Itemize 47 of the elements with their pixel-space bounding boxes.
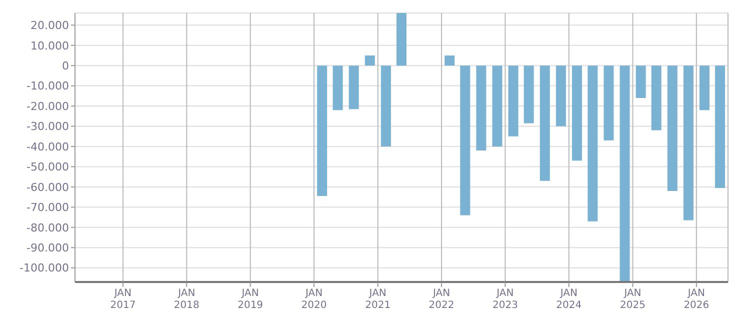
bar — [332, 66, 343, 110]
y-tick-label: 20.000 — [30, 19, 69, 32]
x-tick-label: JAN 2024 — [556, 288, 582, 311]
y-tick-label: -50.000 — [26, 160, 69, 174]
bar — [444, 55, 455, 66]
y-tick-label: -70.000 — [26, 201, 69, 214]
bar — [683, 66, 694, 220]
x-tick-label: JAN 2021 — [365, 288, 391, 311]
x-tick-label: JAN 2025 — [620, 288, 646, 311]
bar — [492, 66, 502, 146]
bar — [476, 66, 486, 151]
x-tick-label: JAN 2020 — [301, 288, 327, 311]
x-tick-label: JAN 2019 — [238, 288, 264, 311]
bar — [540, 66, 550, 181]
x-tick-label: JAN 2022 — [428, 288, 454, 311]
y-tick-label: -30.000 — [26, 120, 69, 134]
y-tick-label: -60.000 — [26, 180, 69, 194]
y-tick-label: -90.000 — [26, 242, 69, 255]
bar — [348, 66, 359, 110]
bar — [556, 66, 566, 126]
y-tick-label: -40.000 — [26, 140, 69, 154]
x-tick-label: JAN 2023 — [492, 288, 518, 311]
bar — [588, 66, 598, 222]
bar — [636, 66, 646, 98]
bar — [364, 55, 375, 66]
bar — [460, 66, 470, 216]
y-tick-label: -20.000 — [26, 100, 69, 113]
y-tick-label: 10.000 — [30, 39, 69, 52]
bar — [572, 66, 582, 161]
y-tick-label: -100.000 — [20, 262, 69, 275]
bar — [715, 66, 726, 188]
y-tick-label: -80.000 — [26, 221, 69, 234]
bar — [317, 66, 328, 196]
bar — [396, 13, 406, 66]
x-tick-label: JAN 2018 — [174, 288, 200, 311]
bar — [667, 66, 678, 191]
bar — [380, 66, 391, 146]
x-tick-label: JAN 2026 — [684, 288, 710, 311]
bar — [524, 66, 534, 124]
bar — [620, 66, 630, 282]
bar — [700, 66, 710, 110]
y-tick-label: 0 — [62, 59, 69, 72]
y-tick-label: -10.000 — [26, 80, 69, 93]
bar — [508, 66, 518, 136]
bar — [604, 66, 614, 140]
x-tick-label: JAN 2017 — [110, 288, 136, 311]
bar — [651, 66, 662, 130]
